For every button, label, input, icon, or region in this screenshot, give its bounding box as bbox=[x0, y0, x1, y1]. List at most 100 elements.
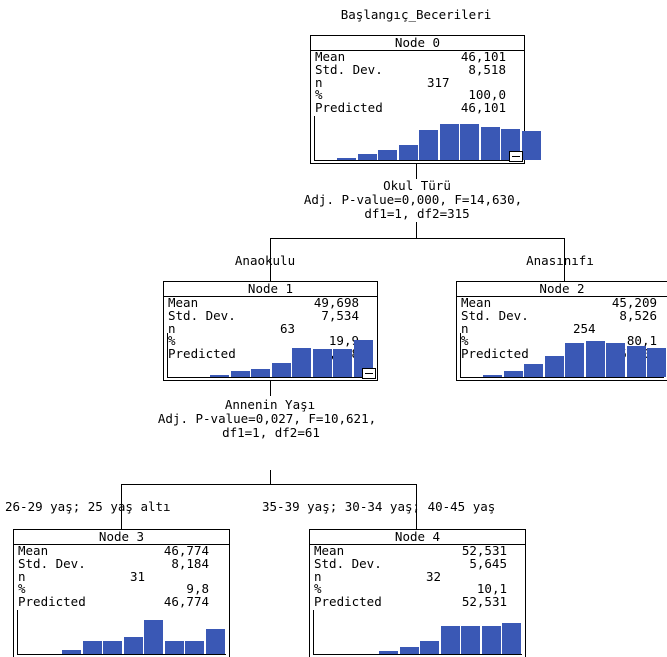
histogram-bar bbox=[419, 130, 438, 160]
stat-label: % bbox=[18, 581, 26, 597]
node-stats: Mean 49,698 Std. Dev. 7,534 n 63% 19,9 Predicte… bbox=[168, 295, 373, 361]
connector-line bbox=[564, 238, 565, 282]
histogram-bar bbox=[521, 131, 541, 160]
node-1[interactable]: Node 1 Mean 49,698 Std. Dev. 7,534 n 63% 19,9 P… bbox=[163, 281, 378, 381]
stat-value: 8,518 bbox=[468, 61, 506, 77]
histogram-bar bbox=[399, 647, 419, 654]
stat-row: n 32 bbox=[314, 568, 521, 584]
node-histogram bbox=[167, 333, 374, 378]
stat-value: 46,101 bbox=[460, 100, 506, 116]
histogram-bar bbox=[647, 348, 666, 377]
node-histogram bbox=[314, 116, 541, 161]
stat-label: % bbox=[461, 333, 469, 349]
node-stats: Mean 46,774 Std. Dev. 8,184 n 31% 9,8 Predicted… bbox=[18, 543, 225, 610]
node-0[interactable]: Node 0 Mean 46,101 Std. Dev. 8,518 n 317% 100,… bbox=[310, 35, 541, 164]
stat-row: % 10,1 bbox=[314, 583, 521, 596]
branch-label-right: Anasınıfı bbox=[526, 253, 594, 268]
histogram-bar bbox=[378, 150, 397, 160]
stat-row: Mean 46,774 bbox=[18, 543, 225, 558]
tree-title: Başlangıç_Becerileri bbox=[340, 7, 492, 22]
connector-line bbox=[270, 380, 271, 396]
stat-label: Mean bbox=[18, 543, 49, 558]
histogram-bar bbox=[164, 641, 184, 654]
histogram-bar bbox=[440, 626, 460, 654]
histogram-bar bbox=[333, 349, 352, 377]
node-4[interactable]: Node 4 Mean 52,531 Std. Dev. 5,645 n 32% 10,1 P… bbox=[309, 529, 526, 657]
node-title: Node 4 bbox=[310, 530, 525, 545]
stat-label: Predicted bbox=[18, 594, 86, 610]
stat-row: n 63 bbox=[168, 320, 373, 336]
histogram-bar bbox=[480, 127, 500, 160]
stat-label: n bbox=[314, 568, 322, 584]
histogram-bar bbox=[62, 650, 81, 654]
node-histogram bbox=[313, 610, 522, 655]
node-title: Node 0 bbox=[311, 36, 524, 51]
stat-label: Predicted bbox=[461, 346, 529, 362]
collapse-toggle-icon[interactable] bbox=[362, 368, 376, 379]
stat-label: Std. Dev. bbox=[168, 307, 236, 323]
histogram-bar bbox=[271, 363, 291, 377]
histogram-bar bbox=[230, 371, 250, 377]
stat-row: n 317 bbox=[315, 74, 520, 90]
stat-value: 317 bbox=[427, 74, 450, 90]
collapse-toggle-icon[interactable] bbox=[509, 151, 523, 162]
stat-label: n bbox=[461, 320, 469, 336]
histogram-bar bbox=[503, 371, 523, 377]
stat-value: 7,534 bbox=[321, 307, 359, 323]
stat-row: Predicted 52,531 bbox=[314, 594, 521, 610]
branch-label-left: 26-29 yaş; 25 yaş altı bbox=[5, 499, 171, 514]
histogram-bar bbox=[544, 356, 564, 377]
stat-value: 100,0 bbox=[468, 87, 506, 103]
histogram-bar bbox=[565, 343, 584, 377]
stat-label: n bbox=[315, 74, 323, 90]
node-stats: Mean 52,531 Std. Dev. 5,645 n 32% 10,1 Predicte… bbox=[314, 543, 521, 610]
histogram-bar bbox=[144, 620, 163, 654]
branch-label-left: Anaokulu bbox=[234, 253, 296, 268]
stat-row: % 19,9 bbox=[168, 335, 373, 348]
stat-row: Predicted 46,774 bbox=[18, 594, 225, 610]
stat-value: 254 bbox=[573, 320, 596, 336]
split-df: df1=1, df2=61 bbox=[222, 425, 320, 440]
histogram-bar bbox=[481, 626, 501, 654]
stat-label: Std. Dev. bbox=[461, 307, 529, 323]
histogram-bar bbox=[337, 158, 356, 160]
stat-value: 9,8 bbox=[186, 581, 209, 597]
split-df: df1=1, df2=315 bbox=[364, 206, 470, 221]
stat-value: 52,531 bbox=[461, 543, 507, 558]
stat-value: 63 bbox=[280, 320, 296, 336]
node-title: Node 1 bbox=[164, 282, 377, 297]
histogram-bar bbox=[103, 641, 122, 654]
stat-value: 46,101 bbox=[460, 49, 506, 64]
histogram-bar bbox=[205, 629, 225, 654]
node-3[interactable]: Node 3 Mean 46,774 Std. Dev. 8,184 n 31% 9,8 Pr… bbox=[13, 529, 230, 657]
histogram-bar bbox=[398, 145, 418, 160]
histogram-bar bbox=[483, 375, 502, 377]
split-variable: Annenin Yaşı bbox=[224, 397, 316, 412]
connector-line bbox=[270, 470, 271, 484]
stat-label: Predicted bbox=[314, 594, 382, 610]
histogram-bar bbox=[420, 641, 439, 654]
split-variable: Okul Türü bbox=[383, 178, 451, 193]
node-2[interactable]: Node 2 Mean 45,209 Std. Dev. 8,526 n 254% 80,1… bbox=[456, 281, 667, 381]
histogram-bar bbox=[606, 343, 625, 377]
stat-value: 46,774 bbox=[163, 594, 209, 610]
node-histogram bbox=[460, 333, 666, 378]
stat-label: Mean bbox=[315, 49, 346, 64]
stat-row: Std. Dev. 7,534 bbox=[168, 307, 373, 323]
stat-row: Mean 46,101 bbox=[315, 49, 520, 64]
connector-line bbox=[416, 163, 417, 179]
stat-label: Mean bbox=[461, 295, 492, 310]
stat-row: Std. Dev. 8,518 bbox=[315, 61, 520, 77]
stat-row: Mean 49,698 bbox=[168, 295, 373, 310]
stat-label: Std. Dev. bbox=[314, 555, 382, 571]
stat-row: % 100,0 bbox=[315, 89, 520, 102]
histogram-bar bbox=[585, 341, 605, 377]
stat-label: Std. Dev. bbox=[315, 61, 383, 77]
stat-row: Mean 45,209 bbox=[461, 295, 663, 310]
histogram-bar bbox=[251, 369, 270, 377]
histogram-bar bbox=[123, 637, 143, 654]
stat-label: n bbox=[18, 568, 26, 584]
stat-row: % 9,8 bbox=[18, 583, 225, 596]
split-statistics: Adj. P-value=0,000, F=14,630, bbox=[303, 192, 523, 207]
stat-value: 49,698 bbox=[313, 295, 359, 310]
